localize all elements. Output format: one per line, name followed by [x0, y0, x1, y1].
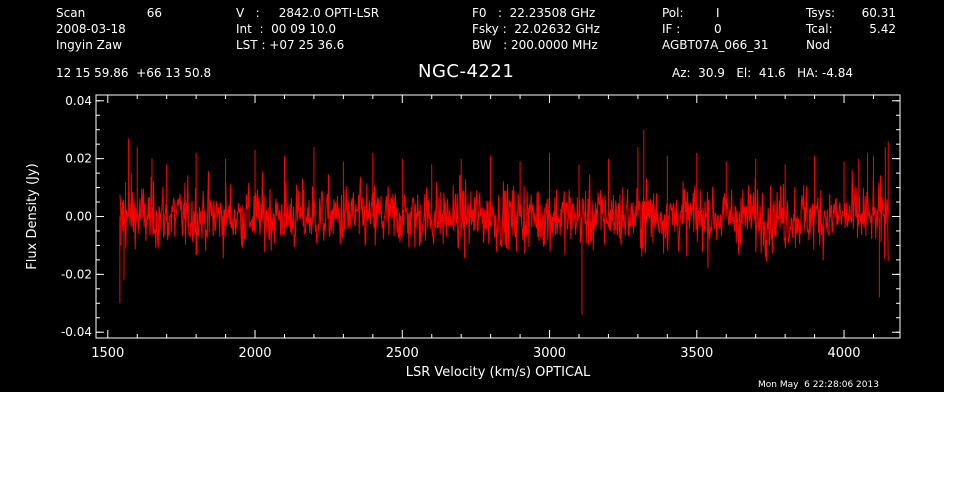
velocity-line: V : 2842.0 OPTI-LSR	[236, 6, 380, 20]
y-axis-label: Flux Density (Jy)	[25, 163, 40, 269]
integration-line: Int : 00 09 10.0	[236, 22, 337, 36]
x-tick-label: 3000	[533, 346, 566, 361]
if-value: 0	[714, 22, 722, 36]
source-coordinates: 12 15 59.86 +66 13 50.8	[56, 66, 212, 80]
observing-mode: Nod	[806, 38, 830, 52]
tsys-label: Tsys:	[806, 6, 835, 20]
spectrum-chart: 1500 2000 2500 3000 3500 4000 -0.04 -0.02 0.00 0.…	[25, 94, 901, 380]
chart-title: NGC-4221	[418, 61, 515, 82]
x-axis-label: LSR Velocity (km/s) OPTICAL	[406, 365, 591, 380]
spectrum-trace	[119, 169, 889, 269]
if-label: IF :	[662, 22, 681, 36]
plot-timestamp: Mon May 6 22:28:06 2013	[758, 380, 879, 390]
tcal-value: 5.42	[869, 22, 896, 36]
x-tick-label: 2000	[238, 346, 271, 361]
x-tick-label: 1500	[91, 346, 124, 361]
observation-date: 2008-03-18	[56, 22, 126, 36]
pol-value: I	[716, 6, 720, 20]
plot-panel	[0, 0, 944, 392]
y-tick-label: -0.04	[61, 325, 92, 339]
lst-line: LST : +07 25 36.6	[236, 38, 345, 52]
tcal-label: Tcal:	[806, 22, 833, 36]
az-el-ha-readout: Az: 30.9 El: 41.6 HA: -4.84	[672, 66, 854, 80]
tsys-value: 60.31	[861, 6, 896, 20]
pol-label: Pol:	[662, 6, 684, 20]
rest-frequency-line: F0 : 22.23508 GHz	[472, 6, 596, 20]
y-tick-label: -0.02	[61, 267, 92, 281]
x-tick-label: 4000	[827, 346, 860, 361]
y-tick-label: 0.02	[65, 152, 92, 166]
observer-name: Ingyin Zaw	[56, 38, 123, 52]
y-tick-label: 0.00	[65, 210, 92, 224]
y-tick-label: 0.04	[65, 94, 92, 108]
x-tick-label: 3500	[680, 346, 713, 361]
project-id: AGBT07A_066_31	[662, 38, 769, 52]
sky-frequency-line: Fsky : 22.02632 GHz	[472, 22, 600, 36]
scan-label: Scan	[56, 6, 86, 20]
scan-value: 66	[146, 6, 162, 20]
bandwidth-line: BW : 200.0000 MHz	[472, 38, 598, 52]
x-tick-label: 2500	[386, 346, 419, 361]
